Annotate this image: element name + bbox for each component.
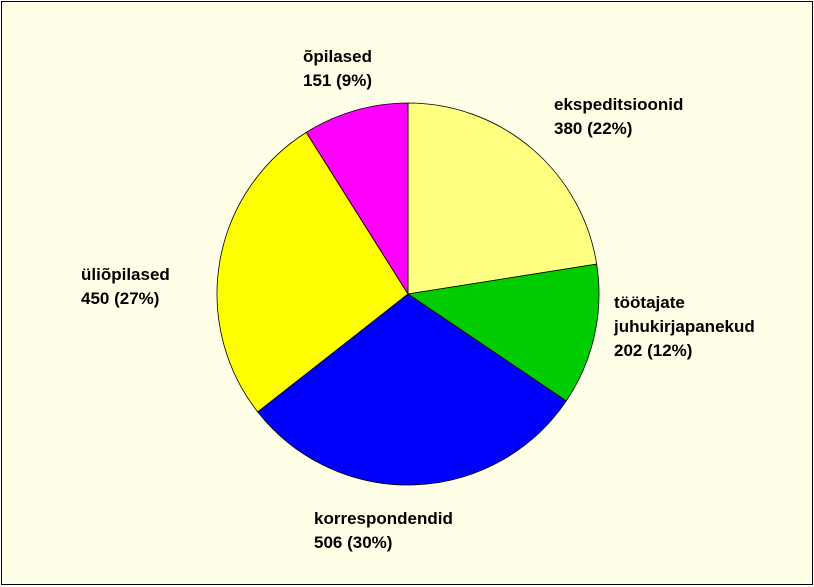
pie-slice [216, 131, 409, 413]
pie-slice [407, 102, 598, 295]
value-label: 450 (27%) [81, 289, 160, 308]
value-label: 506 (30%) [314, 533, 393, 552]
category-label: õpilased [303, 47, 372, 66]
value-label: 380 (22%) [554, 119, 633, 138]
slice-label: korrespondendid 506 (30%) [314, 507, 514, 555]
pie-slice [406, 263, 600, 402]
pie-slice [305, 102, 409, 296]
slice-label: ekspeditsioonid 380 (22%) [554, 93, 754, 141]
category-label: üliõpilased [81, 265, 170, 284]
slice-label: üliõpilased 450 (27%) [81, 263, 281, 311]
slice-label: töötajate juhukirjapanekud 202 (12%) [614, 291, 812, 363]
slice-label: õpilased 151 (9%) [303, 45, 503, 93]
pie-slice [257, 293, 567, 486]
value-label: 202 (12%) [614, 341, 693, 360]
category-label: töötajate juhukirjapanekud [614, 293, 755, 336]
category-label: ekspeditsioonid [554, 95, 684, 114]
category-label: korrespondendid [314, 509, 453, 528]
value-label: 151 (9%) [303, 71, 372, 90]
